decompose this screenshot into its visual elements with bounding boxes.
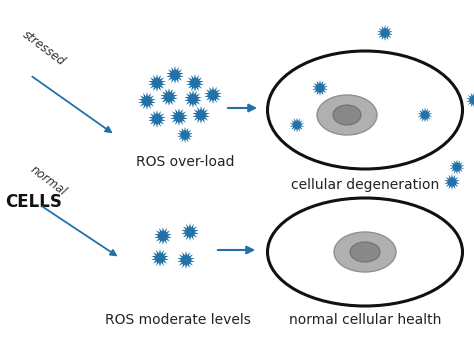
Ellipse shape	[350, 242, 380, 262]
Text: normal: normal	[28, 163, 69, 198]
Polygon shape	[377, 25, 393, 41]
Text: stressed: stressed	[20, 28, 68, 68]
Text: normal cellular health: normal cellular health	[289, 313, 441, 327]
Ellipse shape	[267, 51, 463, 169]
Polygon shape	[154, 227, 172, 245]
Polygon shape	[138, 92, 156, 110]
Polygon shape	[418, 108, 432, 122]
Polygon shape	[204, 86, 222, 104]
Polygon shape	[466, 92, 474, 108]
Polygon shape	[312, 80, 328, 96]
Polygon shape	[151, 249, 169, 267]
Polygon shape	[444, 174, 460, 190]
Polygon shape	[170, 108, 188, 126]
Text: CELLS: CELLS	[5, 193, 62, 211]
Ellipse shape	[333, 105, 361, 125]
Ellipse shape	[334, 232, 396, 272]
Polygon shape	[148, 110, 166, 128]
Polygon shape	[160, 88, 178, 106]
Ellipse shape	[317, 95, 377, 135]
Polygon shape	[186, 74, 204, 92]
Polygon shape	[181, 223, 199, 241]
Polygon shape	[450, 160, 465, 174]
Polygon shape	[166, 66, 184, 84]
Text: cellular degeneration: cellular degeneration	[291, 178, 439, 192]
Text: ROS over-load: ROS over-load	[136, 155, 234, 169]
Ellipse shape	[267, 198, 463, 306]
Polygon shape	[177, 127, 193, 143]
Polygon shape	[184, 90, 202, 108]
Polygon shape	[290, 118, 304, 133]
Text: ROS moderate levels: ROS moderate levels	[105, 313, 251, 327]
Polygon shape	[148, 74, 166, 92]
Polygon shape	[177, 251, 195, 269]
Polygon shape	[192, 106, 210, 124]
